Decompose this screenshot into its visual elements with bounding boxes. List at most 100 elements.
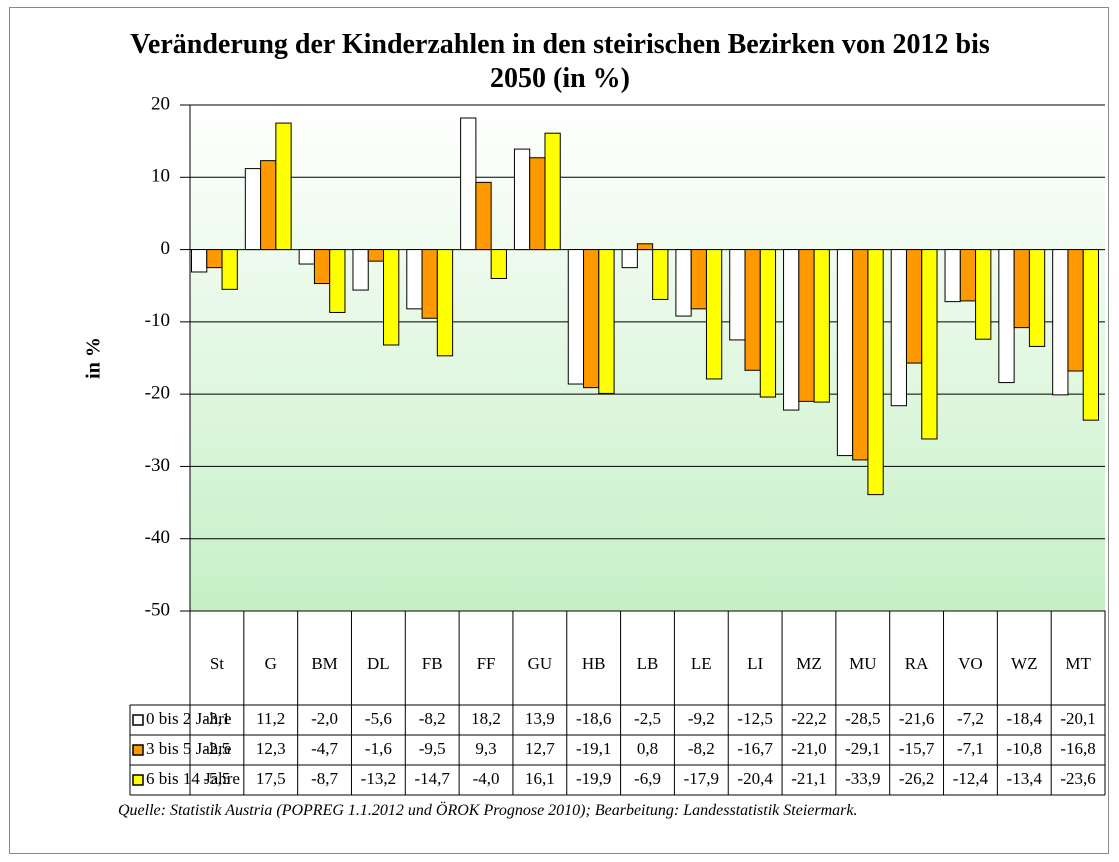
- table-value: -8,2: [419, 709, 446, 728]
- table-value: 17,5: [256, 769, 286, 788]
- table-value: -18,6: [576, 709, 611, 728]
- bar: [1052, 249, 1069, 396]
- table-value: 13,9: [525, 709, 555, 728]
- table-value: -18,4: [1007, 709, 1043, 728]
- y-tick-label: 20: [151, 93, 170, 114]
- table-value: 16,1: [525, 769, 555, 788]
- x-tick-label: FF: [477, 654, 496, 673]
- bar: [490, 249, 507, 279]
- bar: [944, 249, 961, 303]
- legend-swatch: [132, 744, 144, 756]
- table-value: -9,5: [419, 739, 446, 758]
- table-value: 12,3: [256, 739, 286, 758]
- bar: [529, 157, 546, 251]
- bar: [367, 249, 385, 262]
- table-value: -3,1: [203, 709, 230, 728]
- table-value: -2,5: [634, 709, 661, 728]
- table-value: 18,2: [471, 709, 501, 728]
- chart-title: Veränderung der Kinderzahlen in den stei…: [130, 29, 990, 94]
- table-value: -15,7: [899, 739, 935, 758]
- bar: [421, 249, 438, 319]
- table-value: -14,7: [414, 769, 450, 788]
- bar: [567, 249, 585, 385]
- table-value: -33,9: [845, 769, 880, 788]
- bar: [705, 249, 723, 380]
- table-value: 9,3: [475, 739, 496, 758]
- bar: [867, 249, 884, 496]
- table-value: 12,7: [525, 739, 555, 758]
- legend-swatch: [132, 774, 144, 786]
- table-value: -8,7: [311, 769, 338, 788]
- x-tick-label: BM: [311, 654, 337, 673]
- table-value: -6,9: [634, 769, 661, 788]
- y-tick-label: -30: [145, 455, 170, 476]
- bar: [1028, 249, 1046, 347]
- bar: [621, 249, 638, 269]
- table-value: -5,5: [203, 769, 230, 788]
- table-value: -8,2: [688, 739, 715, 758]
- table-value: -16,8: [1060, 739, 1095, 758]
- bar: [275, 122, 292, 251]
- x-tick-label: MT: [1065, 654, 1091, 673]
- table-value: -29,1: [845, 739, 880, 758]
- bar: [260, 160, 277, 251]
- bar: [313, 249, 331, 285]
- bar: [636, 243, 654, 251]
- table-value: -7,1: [957, 739, 984, 758]
- y-tick-label: -20: [145, 383, 170, 404]
- bar: [652, 249, 669, 300]
- source-note: Quelle: Statistik Austria (POPREG 1.1.20…: [118, 802, 858, 819]
- table-value: -26,2: [899, 769, 934, 788]
- bar: [1013, 249, 1030, 329]
- y-tick-label: 10: [151, 166, 170, 187]
- table-value: -20,1: [1060, 709, 1095, 728]
- table-value: -1,6: [365, 739, 392, 758]
- chart-frame: [9, 7, 1109, 854]
- bar: [1082, 249, 1099, 421]
- bar: [244, 168, 262, 251]
- table-value: -13,2: [361, 769, 396, 788]
- bar: [729, 249, 746, 341]
- table-value: -2,0: [311, 709, 338, 728]
- table-value: -9,2: [688, 709, 715, 728]
- y-tick-label: -50: [145, 599, 170, 620]
- table-value: -28,5: [845, 709, 880, 728]
- bar: [298, 249, 315, 265]
- bar: [475, 181, 492, 251]
- bar: [383, 249, 400, 346]
- bar: [513, 148, 531, 251]
- legend-swatch: [132, 714, 144, 726]
- table-value: 0,8: [637, 739, 658, 758]
- table-value: -23,6: [1060, 769, 1095, 788]
- table-value: -20,4: [737, 769, 773, 788]
- bar: [813, 249, 830, 403]
- bar: [544, 132, 561, 251]
- x-tick-label: LB: [637, 654, 659, 673]
- table-value: -10,8: [1007, 739, 1042, 758]
- x-tick-label: WZ: [1011, 654, 1037, 673]
- table-value: -7,2: [957, 709, 984, 728]
- bar: [890, 249, 907, 407]
- table-value: -5,6: [365, 709, 392, 728]
- legend-label: 3 bis 5 Jahre: [146, 739, 231, 758]
- x-tick-label: GU: [528, 654, 553, 673]
- table-value: -13,4: [1007, 769, 1043, 788]
- bar: [798, 249, 815, 402]
- table-value: -21,6: [899, 709, 934, 728]
- x-tick-label: VO: [958, 654, 983, 673]
- bar: [759, 249, 777, 398]
- bar: [998, 249, 1015, 384]
- bar: [921, 249, 938, 440]
- bar: [221, 249, 238, 290]
- y-tick-label: -40: [145, 527, 170, 548]
- x-tick-label: MU: [849, 654, 876, 673]
- bar: [406, 249, 423, 310]
- bar: [1067, 249, 1084, 372]
- x-tick-label: LE: [691, 654, 712, 673]
- table-value: -16,7: [737, 739, 773, 758]
- bar: [675, 249, 692, 317]
- bar: [744, 249, 761, 371]
- bar: [690, 249, 707, 310]
- y-tick-label: -10: [145, 310, 170, 331]
- x-tick-label: HB: [582, 654, 606, 673]
